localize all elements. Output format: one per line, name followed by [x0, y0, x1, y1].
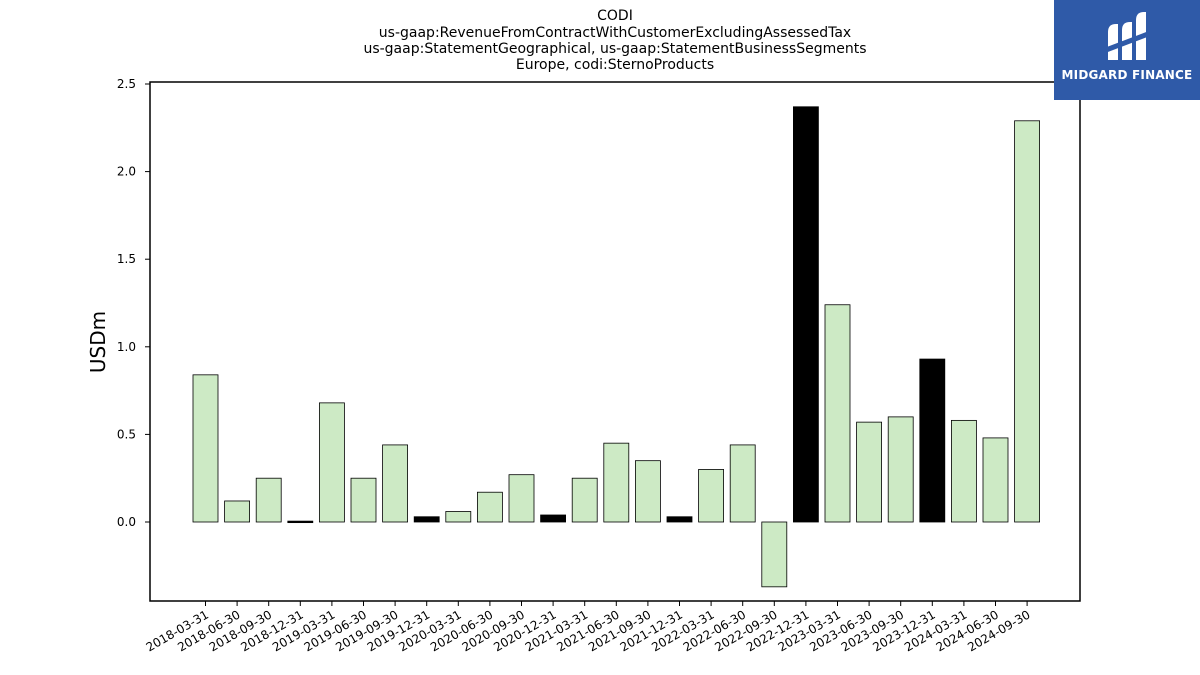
bar-2020-09-30 — [508, 474, 535, 523]
bar-2023-12-31 — [919, 358, 946, 523]
bar-2023-09-30 — [887, 416, 914, 523]
y-tick-label: 2.5 — [117, 77, 136, 91]
y-axis-label: USDm — [86, 311, 110, 373]
bar-2021-12-31 — [666, 516, 693, 523]
bar-2024-09-30 — [1014, 120, 1040, 523]
bar-2018-12-31 — [287, 520, 314, 524]
bar-2019-09-30 — [382, 444, 409, 523]
bar-2024-06-30 — [982, 437, 1009, 523]
bar-2023-03-31 — [824, 304, 851, 523]
title-line-4: Europe, codi:SternoProducts — [516, 57, 714, 73]
title-line-1: CODI — [597, 8, 633, 24]
brand-logo: MIDGARD FINANCE — [1054, 0, 1200, 100]
bar-2023-06-30 — [856, 421, 882, 523]
title-line-3: us-gaap:StatementGeographical, us-gaap:S… — [363, 41, 866, 57]
bar-2022-12-31 — [793, 106, 819, 523]
bar-2021-03-31 — [571, 477, 598, 523]
bar-2022-03-31 — [698, 469, 724, 523]
chart-title: CODI us-gaap:RevenueFromContractWithCust… — [363, 8, 866, 73]
bar-2020-12-31 — [540, 514, 566, 523]
y-tick-label: 1.5 — [117, 252, 136, 266]
bars-group — [192, 106, 1040, 588]
y-tick-label: 2.0 — [117, 165, 136, 179]
bar-2022-09-30 — [761, 521, 788, 588]
midgard-logo-icon — [1105, 12, 1149, 60]
bar-2021-06-30 — [603, 442, 630, 523]
y-axis-ticks: 0.0 0.5 1.0 1.5 2.0 2.5 — [117, 77, 150, 529]
y-tick-label: 1.0 — [117, 340, 136, 354]
bar-2021-09-30 — [635, 460, 661, 523]
y-tick-label: 0.0 — [117, 515, 136, 529]
bar-2024-03-31 — [951, 419, 977, 523]
brand-name: MIDGARD FINANCE — [1061, 68, 1193, 82]
title-line-2: us-gaap:RevenueFromContractWithCustomerE… — [379, 25, 851, 41]
bar-2018-09-30 — [255, 477, 282, 523]
bar-2020-06-30 — [476, 491, 503, 523]
x-axis-ticks: 2018-03-312018-06-302018-09-302018-12-31… — [144, 601, 1033, 654]
bar-2019-06-30 — [350, 477, 377, 523]
y-tick-label: 0.5 — [117, 427, 136, 441]
bar-2019-12-31 — [413, 516, 440, 523]
bar-2020-03-31 — [445, 511, 472, 523]
plot-frame — [149, 81, 1081, 602]
bar-2019-03-31 — [318, 402, 345, 523]
bar-2018-03-31 — [192, 374, 219, 523]
bar-2022-06-30 — [729, 444, 756, 523]
bar-2018-06-30 — [224, 500, 251, 523]
